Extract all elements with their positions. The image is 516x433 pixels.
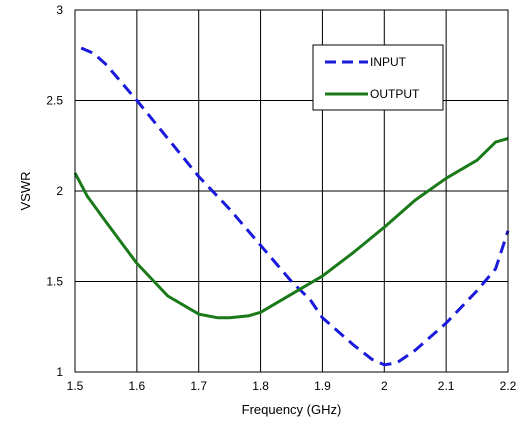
x-tick-label: 1.8 bbox=[252, 379, 269, 393]
x-axis-title: Frequency (GHz) bbox=[242, 402, 342, 417]
legend-label-output: OUTPUT bbox=[370, 87, 420, 101]
x-tick-label: 2.2 bbox=[500, 379, 516, 393]
y-tick-label: 3 bbox=[56, 3, 63, 17]
x-tick-label: 1.7 bbox=[190, 379, 207, 393]
y-tick-label: 2.5 bbox=[46, 94, 63, 108]
legend: INPUT OUTPUT bbox=[312, 44, 444, 111]
x-tick-label: 1.5 bbox=[67, 379, 84, 393]
x-tick-label: 1.9 bbox=[314, 379, 331, 393]
series-line-input bbox=[80, 46, 510, 367]
y-tick-label: 1 bbox=[56, 365, 63, 379]
series-line-output bbox=[73, 137, 509, 320]
axis-ticks: 1.5 1.6 1.7 1.8 1.9 2 2.1 2.2 1 1.5 2 2.5 3 bbox=[46, 3, 516, 393]
x-tick-label: 2.1 bbox=[438, 379, 455, 393]
legend-box bbox=[312, 44, 444, 111]
legend-label-input: INPUT bbox=[370, 55, 407, 69]
y-axis-title: VSWR bbox=[18, 172, 33, 211]
x-tick-label: 1.6 bbox=[129, 379, 146, 393]
y-tick-label: 1.5 bbox=[46, 275, 63, 289]
series-lines bbox=[73, 46, 510, 367]
y-tick-label: 2 bbox=[56, 184, 63, 198]
x-tick-label: 2 bbox=[381, 379, 388, 393]
plot-area bbox=[74, 9, 509, 373]
